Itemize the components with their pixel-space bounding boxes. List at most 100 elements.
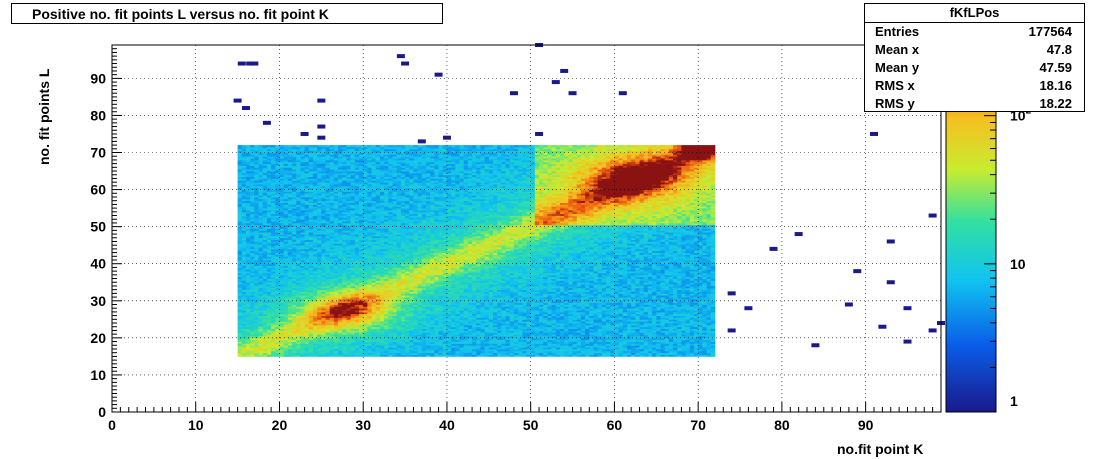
heatmap-cell (241, 247, 247, 250)
heatmap-cell (279, 171, 285, 174)
heatmap-cell (308, 200, 314, 203)
heatmap-cell (346, 324, 352, 328)
heatmap-cell (254, 295, 259, 298)
heatmap-cell (258, 235, 264, 239)
heatmap-cell (388, 300, 393, 304)
heatmap-cell (258, 239, 264, 242)
heatmap-cell (329, 171, 335, 174)
heatmap-cell (413, 178, 419, 181)
heatmap-cell (367, 163, 372, 166)
heatmap-cell (329, 302, 335, 305)
heatmap-cell (317, 345, 322, 348)
heatmap-cell (379, 211, 385, 215)
heatmap-cell (300, 269, 305, 272)
heatmap-cell (400, 334, 406, 337)
heatmap-cell (388, 260, 393, 263)
heatmap-cell (388, 165, 393, 168)
heatmap-cell (241, 206, 247, 209)
heatmap-cell (375, 189, 381, 192)
heatmap-cell (413, 215, 419, 218)
heatmap-cell (317, 269, 322, 272)
heatmap-cell (283, 235, 289, 239)
heatmap-cell (350, 172, 356, 176)
heatmap-cell (396, 261, 402, 265)
heatmap-cell (396, 324, 402, 328)
heatmap-cell (241, 182, 247, 185)
heatmap-cell (241, 287, 247, 291)
heatmap-cell (325, 161, 331, 165)
heatmap-cell (400, 156, 406, 159)
heatmap-cell (405, 182, 410, 185)
heatmap-cell (338, 304, 343, 307)
heatmap-cell (346, 224, 352, 228)
heatmap-cell (409, 278, 414, 281)
heatmap-cell (363, 198, 368, 202)
heatmap-cell (292, 182, 297, 185)
heatmap-cell (258, 232, 264, 235)
heatmap-cell (300, 326, 305, 329)
heatmap-cell (388, 200, 393, 203)
heatmap-cell (371, 345, 377, 348)
heatmap-cell (359, 234, 364, 237)
heatmap-cell (275, 352, 280, 355)
heatmap-cell (304, 163, 310, 166)
heatmap-cell (409, 185, 414, 189)
heatmap-cell (317, 237, 322, 241)
heatmap-cell (367, 213, 372, 216)
heatmap-cell (304, 328, 310, 331)
heatmap-cell (250, 317, 255, 320)
heatmap-cell (417, 315, 423, 318)
heatmap-cell (384, 271, 389, 274)
heatmap-cell (241, 165, 247, 168)
heatmap-cell (354, 334, 360, 337)
heatmap-cell (384, 352, 389, 355)
heatmap-cell (308, 265, 314, 268)
heatmap-cell (287, 258, 293, 261)
heatmap-cell (283, 176, 289, 179)
heatmap-cell (379, 202, 385, 205)
heatmap-cell (237, 269, 243, 272)
heatmap-cell (296, 341, 301, 344)
heatmap-cell (371, 272, 377, 276)
heatmap-cell (363, 293, 368, 296)
heatmap-cell (371, 182, 377, 185)
heatmap-cell (359, 295, 364, 298)
heatmap-cell (379, 347, 385, 350)
heatmap-cell (287, 209, 293, 213)
heatmap-cell (396, 269, 402, 272)
heatmap-cell (417, 196, 423, 200)
heatmap-cell (363, 167, 368, 170)
heatmap-cell (396, 313, 402, 317)
heatmap-cell (304, 161, 310, 165)
heatmap-cell (367, 336, 372, 339)
heatmap-cell (400, 230, 406, 233)
heatmap-cell (325, 250, 331, 253)
heatmap-cell (283, 146, 289, 150)
heatmap-cell (321, 258, 326, 261)
heatmap-cell (413, 243, 419, 246)
heatmap-cell (279, 261, 285, 265)
heatmap-cell (379, 158, 385, 161)
heatmap-cell (325, 282, 331, 285)
heatmap-cell (304, 326, 310, 329)
heatmap-cell (287, 285, 293, 289)
heatmap-cell (321, 196, 326, 200)
heatmap-cell (333, 347, 339, 350)
heatmap-cell (333, 202, 339, 205)
heatmap-cell (237, 202, 243, 205)
heatmap-cell (254, 310, 259, 313)
heatmap-cell (409, 341, 414, 344)
heatmap-cell (250, 352, 255, 355)
heatmap-cell (329, 272, 335, 276)
heatmap-cell (300, 158, 305, 161)
heatmap-cell (279, 208, 285, 211)
heatmap-cell (262, 276, 268, 279)
heatmap-cell (292, 146, 297, 150)
heatmap-cell (245, 189, 251, 192)
heatmap-cell (417, 217, 423, 220)
heatmap-cell (367, 165, 372, 168)
heatmap-cell (317, 310, 322, 313)
heatmap-cell (342, 337, 347, 341)
heatmap-cell (304, 219, 310, 222)
heatmap-cell (392, 285, 398, 289)
